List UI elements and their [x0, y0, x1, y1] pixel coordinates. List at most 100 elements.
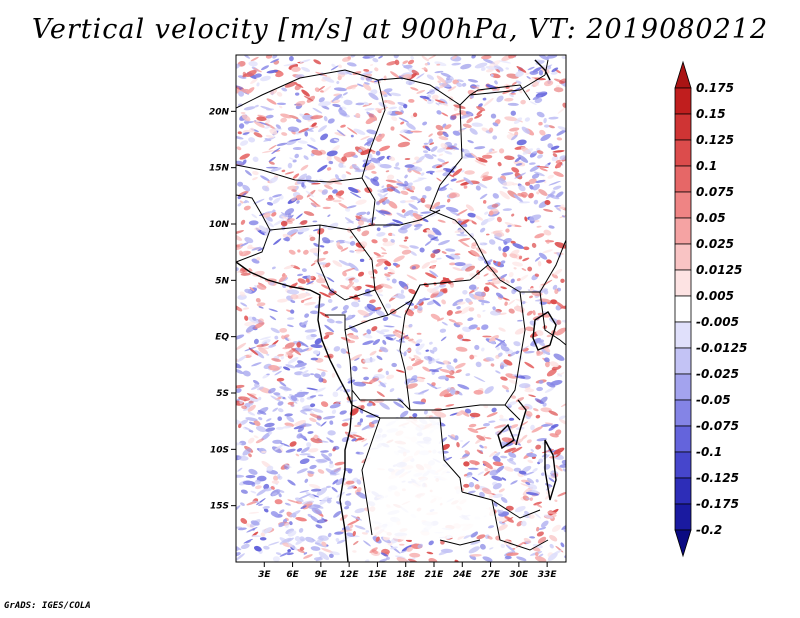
field-cell: [548, 116, 559, 120]
field-cell: [508, 452, 517, 458]
field-cell: [513, 467, 522, 472]
field-cell: [404, 158, 411, 160]
field-cell: [385, 179, 398, 183]
field-cell: [317, 262, 328, 265]
field-cell: [306, 442, 312, 448]
field-cell: [386, 374, 395, 380]
field-cell: [321, 284, 331, 290]
field-cell: [386, 91, 392, 97]
field-cell: [237, 203, 242, 207]
field-cell: [270, 511, 279, 517]
field-cell: [518, 184, 526, 192]
field-cell: [339, 388, 344, 392]
field-cell: [287, 499, 299, 504]
field-cell: [513, 117, 523, 124]
field-cell: [510, 110, 516, 116]
field-cell: [435, 361, 445, 365]
field-cell: [303, 249, 309, 255]
field-cell: [540, 520, 549, 528]
field-cell: [284, 171, 295, 175]
field-cell: [486, 151, 498, 155]
field-cell: [320, 401, 329, 407]
lon-tick-label: 21E: [425, 570, 445, 580]
field-cell: [258, 225, 268, 232]
field-cell: [543, 346, 551, 353]
field-cell: [403, 209, 414, 217]
field-cell: [473, 389, 484, 395]
field-cell: [561, 319, 566, 323]
field-cell: [306, 292, 310, 297]
field-cell: [276, 377, 285, 382]
field-cell: [266, 418, 272, 422]
field-cell: [292, 146, 303, 151]
field-cell: [351, 438, 358, 442]
field-cell: [505, 544, 516, 553]
field-cell: [406, 546, 414, 552]
field-cell: [517, 154, 529, 163]
field-cell: [375, 330, 385, 335]
field-cell: [446, 310, 453, 316]
field-cell: [243, 205, 251, 211]
field-cell: [417, 177, 427, 180]
field-cell: [382, 339, 387, 345]
field-cell: [299, 366, 306, 370]
field-cell: [557, 106, 566, 114]
field-cell: [509, 424, 519, 429]
colorbar-swatch: [674, 529, 692, 558]
field-cell: [236, 384, 245, 389]
field-cell: [276, 142, 287, 147]
field-cell: [416, 332, 422, 335]
field-cell: [245, 324, 256, 333]
field-cell: [467, 427, 479, 433]
lon-tick-label: 33E: [538, 570, 558, 580]
field-cell: [497, 509, 504, 514]
field-cell: [402, 60, 409, 64]
field-cell: [465, 265, 476, 272]
field-cell: [348, 277, 355, 281]
field-cell: [507, 102, 519, 106]
field-cell: [357, 309, 370, 317]
field-cell: [457, 334, 464, 340]
field-cell: [303, 211, 315, 216]
field-cell: [422, 366, 431, 372]
field-cell: [424, 240, 432, 246]
field-cell: [263, 483, 270, 490]
field-cell: [342, 271, 347, 277]
field-cell: [550, 423, 559, 429]
field-cell: [290, 300, 296, 303]
field-cell: [504, 447, 517, 453]
field-cell: [392, 219, 404, 224]
field-cell: [322, 415, 336, 420]
field-cell: [489, 469, 499, 476]
field-cell: [256, 82, 260, 87]
field-cell: [404, 174, 408, 179]
field-cell: [268, 431, 273, 435]
field-cell: [380, 283, 393, 289]
field-cell: [512, 243, 524, 249]
field-cell: [481, 347, 485, 352]
field-cell: [513, 194, 524, 203]
field-cell: [281, 132, 288, 136]
field-cell: [378, 102, 387, 108]
field-cell: [388, 200, 398, 209]
field-cell: [313, 434, 319, 439]
field-cell: [531, 242, 537, 248]
field-cell: [505, 389, 510, 393]
field-cell: [313, 59, 322, 65]
field-cell: [366, 211, 371, 215]
field-cell: [518, 274, 529, 282]
field-cell: [290, 395, 298, 402]
field-cell: [488, 210, 494, 216]
field-cell: [393, 401, 404, 409]
field-cell: [338, 64, 342, 69]
field-cell: [349, 235, 354, 239]
field-cell: [250, 535, 262, 538]
field-cell: [256, 116, 267, 122]
field-cell: [247, 404, 256, 412]
field-cell: [244, 315, 249, 321]
field-cell: [456, 410, 465, 417]
field-cell: [351, 164, 361, 172]
field-cell: [286, 416, 295, 423]
field-cell: [551, 155, 559, 162]
field-cell: [289, 521, 293, 526]
